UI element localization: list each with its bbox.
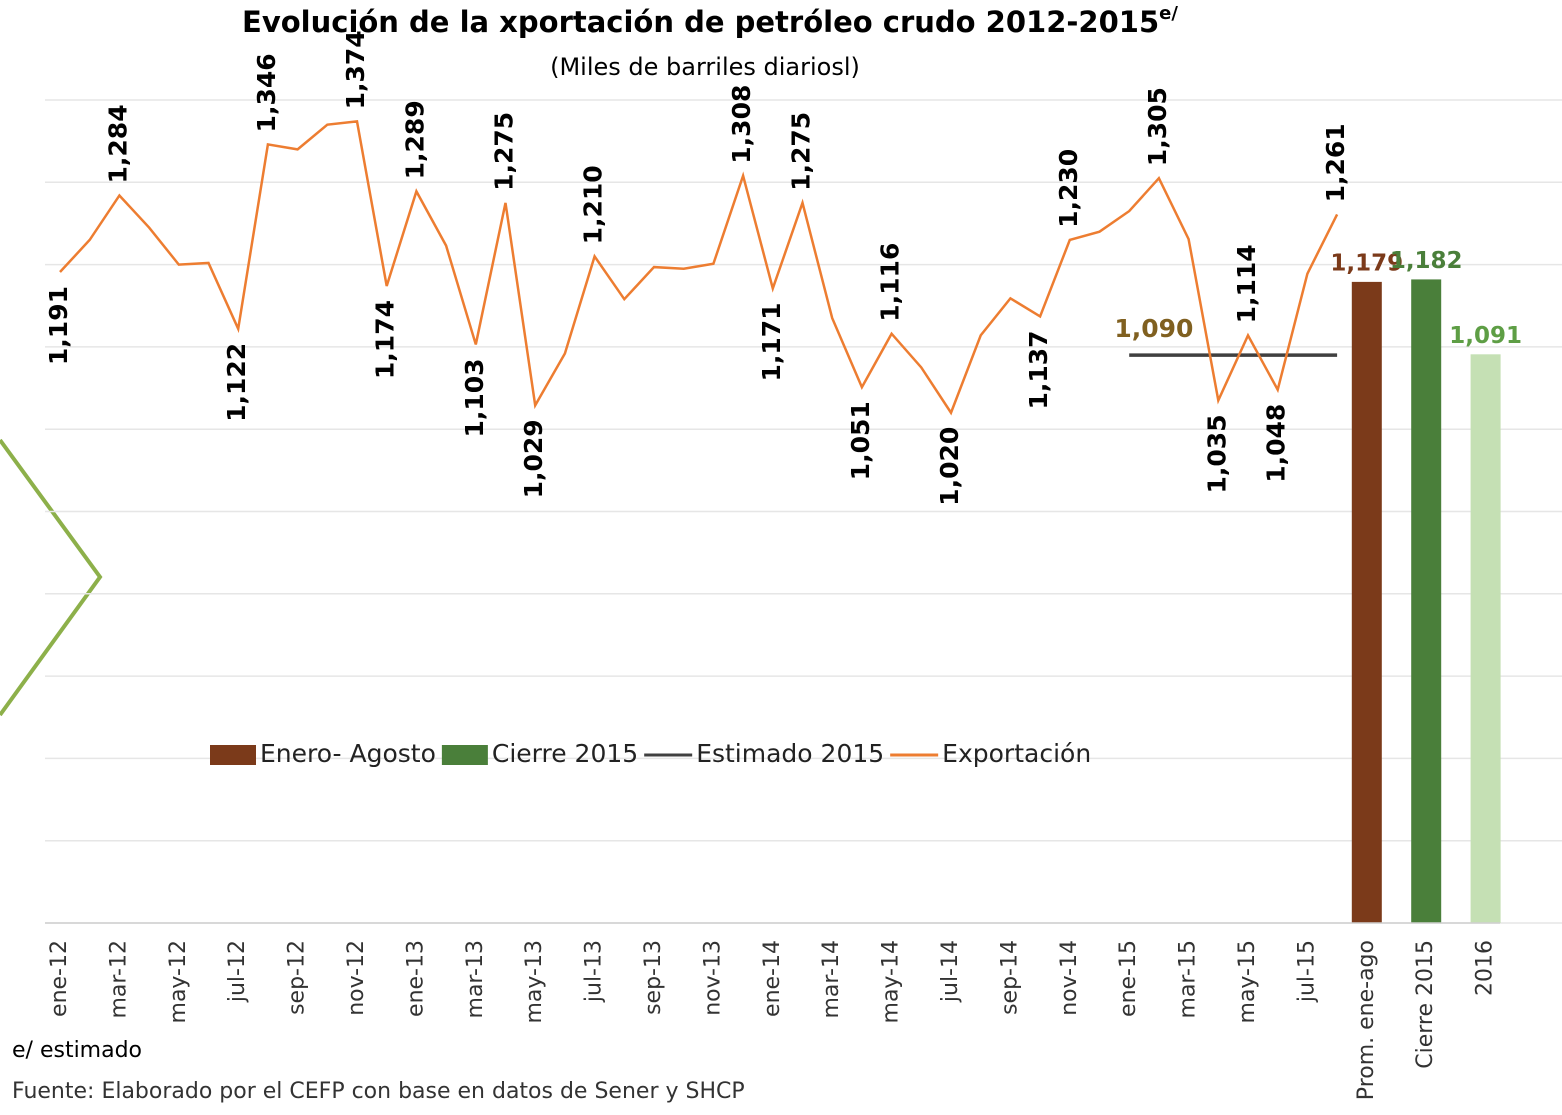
data-label: 1,179 (1330, 250, 1403, 276)
data-label: 1,137 (1024, 330, 1053, 409)
x-tick-label: sep-12 (285, 940, 310, 1015)
line (59, 120, 1339, 416)
bar (1351, 281, 1382, 923)
data-label: 1,289 (400, 100, 429, 179)
data-label: 1,020 (935, 427, 964, 506)
data-label: 1,275 (787, 112, 816, 191)
x-tick-label: Cierre 2015 (1413, 940, 1438, 1069)
x-tick-label: may-14 (879, 940, 904, 1023)
footnote: e/ estimado (12, 1038, 142, 1063)
x-tick-label: may-13 (522, 940, 547, 1023)
data-label: 1,051 (846, 401, 875, 480)
legend-label: Estimado 2015 (696, 739, 884, 768)
legend-swatch (210, 745, 256, 765)
x-tick-label: mar-13 (463, 940, 488, 1018)
x-tick-label: nov-14 (1057, 940, 1082, 1016)
legend-label: Cierre 2015 (492, 739, 638, 768)
x-tick-label: 2016 (1473, 940, 1498, 996)
x-tick-label: ene-13 (403, 940, 428, 1017)
data-label: 1,114 (1232, 244, 1261, 323)
x-tick-label: mar-12 (106, 940, 131, 1018)
data-label: 1,261 (1321, 123, 1350, 202)
data-label: 1,284 (103, 104, 132, 183)
legend-label: Enero- Agosto (260, 739, 436, 768)
data-label: 1,275 (490, 112, 519, 191)
x-tick-label: sep-14 (997, 940, 1022, 1015)
chart-title: Evolución de la xportación de petróleo c… (242, 3, 1178, 39)
x-tick-label: jul-13 (582, 940, 607, 1003)
data-label: 1,308 (727, 85, 756, 164)
x-tick-label: nov-13 (700, 940, 725, 1016)
decoration (0, 438, 103, 717)
bar (1411, 279, 1442, 923)
title: Evolución de la xportación de petróleo c… (242, 5, 1159, 39)
data-label: 1,171 (757, 302, 786, 381)
data-label: 1,210 (579, 165, 608, 244)
x-tick-label: jul-14 (938, 940, 963, 1003)
data-label: 1,191 (44, 286, 73, 365)
x-tick-label: ene-15 (1116, 940, 1141, 1017)
data-label: 1,305 (1143, 87, 1172, 166)
x-tick-label: mar-14 (819, 940, 844, 1018)
data-label: 1,029 (519, 419, 548, 498)
x-tick-label: ene-12 (47, 940, 72, 1017)
bar (1470, 354, 1501, 923)
subtitle: (Miles de barriles diariosl) (550, 53, 860, 81)
x-tick-label: jul-12 (225, 940, 250, 1003)
x-tick-label: may-12 (166, 940, 191, 1023)
x-tick-label: ene-14 (760, 940, 785, 1017)
data-label: 1,174 (371, 300, 400, 379)
data-label: 1,116 (876, 243, 905, 322)
data-label: 1,182 (1390, 248, 1463, 274)
x-tick-label: jul-15 (1294, 940, 1319, 1003)
data-label: 1,035 (1202, 414, 1231, 493)
x-tick-label: nov-12 (344, 940, 369, 1016)
data-label: 1,090 (1114, 314, 1193, 343)
data-label: 1,103 (460, 358, 489, 437)
x-tick-label: sep-13 (641, 940, 666, 1015)
source: Fuente: Elaborado por el CEFP con base e… (12, 1079, 745, 1104)
data-label: 1,122 (222, 343, 251, 422)
legend-swatch (441, 745, 488, 765)
x-tick-label: Prom. ene-ago (1354, 940, 1379, 1100)
legend-label: Exportación (942, 739, 1091, 768)
x-tick-label: mar-15 (1176, 940, 1201, 1018)
x-tick-label: may-15 (1235, 940, 1260, 1023)
data-label: 1,346 (252, 53, 281, 132)
title-superscript: e/ (1159, 3, 1178, 24)
data-label: 1,091 (1449, 323, 1522, 349)
data-label: 1,230 (1054, 149, 1083, 228)
data-label: 1,048 (1262, 404, 1291, 483)
data-label: 1,374 (341, 30, 370, 109)
